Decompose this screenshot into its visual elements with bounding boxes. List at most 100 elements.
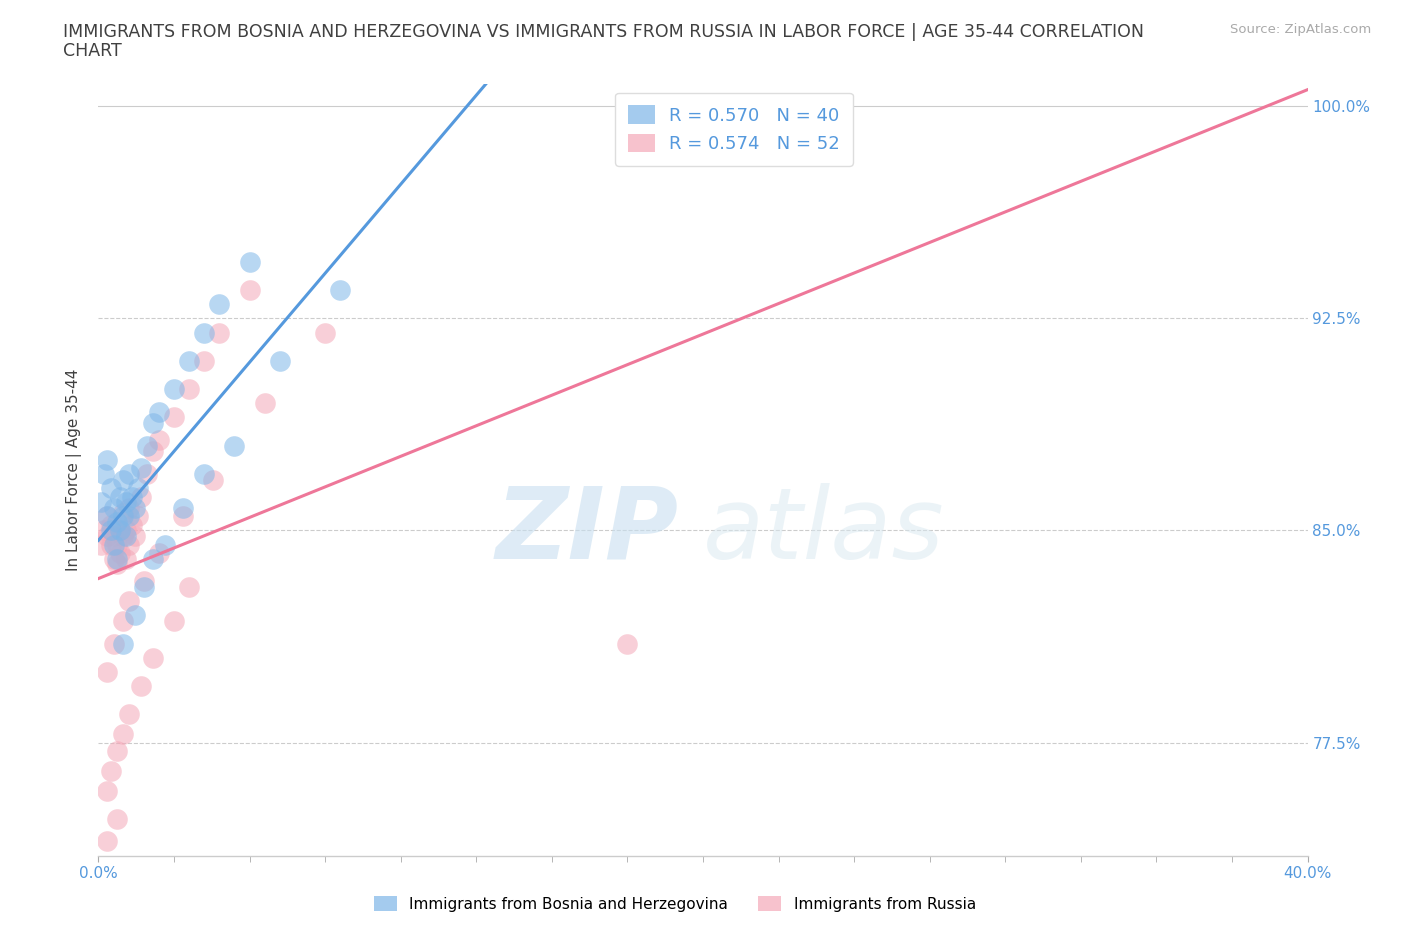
Point <box>121 489 143 504</box>
Point <box>172 509 194 524</box>
Point <box>114 551 136 566</box>
Point <box>148 546 170 561</box>
Point <box>103 551 125 566</box>
Point <box>193 353 215 368</box>
Point <box>132 574 155 589</box>
Point <box>172 500 194 515</box>
Point <box>111 636 134 651</box>
Point <box>100 764 122 778</box>
Point <box>105 744 128 759</box>
Point <box>105 811 128 826</box>
Point <box>103 538 125 552</box>
Point <box>118 593 141 608</box>
Point <box>114 495 136 510</box>
Point <box>179 381 201 396</box>
Point <box>193 326 215 340</box>
Point <box>108 489 131 504</box>
Point <box>148 405 170 419</box>
Point <box>111 614 134 629</box>
Y-axis label: In Labor Force | Age 35-44: In Labor Force | Age 35-44 <box>66 368 83 571</box>
Point <box>163 614 186 629</box>
Point <box>108 523 131 538</box>
Point <box>163 381 186 396</box>
Point <box>96 783 118 798</box>
Point <box>118 467 141 482</box>
Point <box>111 472 134 487</box>
Point <box>616 636 638 651</box>
Point <box>108 546 131 561</box>
Point <box>142 650 165 665</box>
Point <box>111 509 134 524</box>
Point <box>193 467 215 482</box>
Point <box>135 467 157 482</box>
Point <box>105 557 128 572</box>
Point <box>108 523 131 538</box>
Point <box>114 523 136 538</box>
Point <box>90 495 112 510</box>
Point <box>127 481 149 496</box>
Point <box>118 538 141 552</box>
Point <box>142 551 165 566</box>
Point <box>96 528 118 543</box>
Text: IMMIGRANTS FROM BOSNIA AND HERZEGOVINA VS IMMIGRANTS FROM RUSSIA IN LABOR FORCE : IMMIGRANTS FROM BOSNIA AND HERZEGOVINA V… <box>63 23 1144 41</box>
Point <box>142 444 165 458</box>
Point <box>132 579 155 594</box>
Point <box>93 467 115 482</box>
Point <box>124 500 146 515</box>
Point <box>100 538 122 552</box>
Point <box>111 528 134 543</box>
Point <box>179 579 201 594</box>
Point <box>142 416 165 431</box>
Text: ZIP: ZIP <box>496 483 679 580</box>
Text: CHART: CHART <box>63 42 122 60</box>
Point <box>105 551 128 566</box>
Point <box>129 489 152 504</box>
Point <box>96 664 118 679</box>
Point <box>96 452 118 467</box>
Point <box>103 636 125 651</box>
Point <box>100 481 122 496</box>
Point <box>100 523 122 538</box>
Point <box>135 438 157 453</box>
Point <box>148 432 170 447</box>
Point <box>208 297 231 312</box>
Point <box>118 707 141 722</box>
Point <box>314 326 336 340</box>
Point <box>163 410 186 425</box>
Point <box>96 834 118 849</box>
Point <box>111 506 134 521</box>
Point <box>129 460 152 475</box>
Point <box>118 509 141 524</box>
Point <box>118 500 141 515</box>
Point <box>124 528 146 543</box>
Point <box>127 509 149 524</box>
Point <box>153 538 176 552</box>
Point <box>105 538 128 552</box>
Legend: Immigrants from Bosnia and Herzegovina, Immigrants from Russia: Immigrants from Bosnia and Herzegovina, … <box>368 889 981 918</box>
Point <box>100 517 122 532</box>
Point <box>124 608 146 623</box>
Text: Source: ZipAtlas.com: Source: ZipAtlas.com <box>1230 23 1371 36</box>
Legend: R = 0.570   N = 40, R = 0.574   N = 52: R = 0.570 N = 40, R = 0.574 N = 52 <box>616 93 853 166</box>
Point <box>111 726 134 741</box>
Point <box>129 679 152 694</box>
Point <box>179 353 201 368</box>
Point <box>103 528 125 543</box>
Point <box>96 509 118 524</box>
Point <box>239 283 262 298</box>
Point <box>329 283 352 298</box>
Point <box>224 438 246 453</box>
Point <box>239 255 262 270</box>
Point <box>208 326 231 340</box>
Point <box>253 396 276 411</box>
Text: atlas: atlas <box>703 483 945 580</box>
Point <box>105 514 128 529</box>
Point <box>202 472 225 487</box>
Point <box>90 538 112 552</box>
Point <box>96 509 118 524</box>
Point <box>269 353 291 368</box>
Point <box>114 528 136 543</box>
Point <box>103 500 125 515</box>
Point <box>93 523 115 538</box>
Point <box>121 517 143 532</box>
